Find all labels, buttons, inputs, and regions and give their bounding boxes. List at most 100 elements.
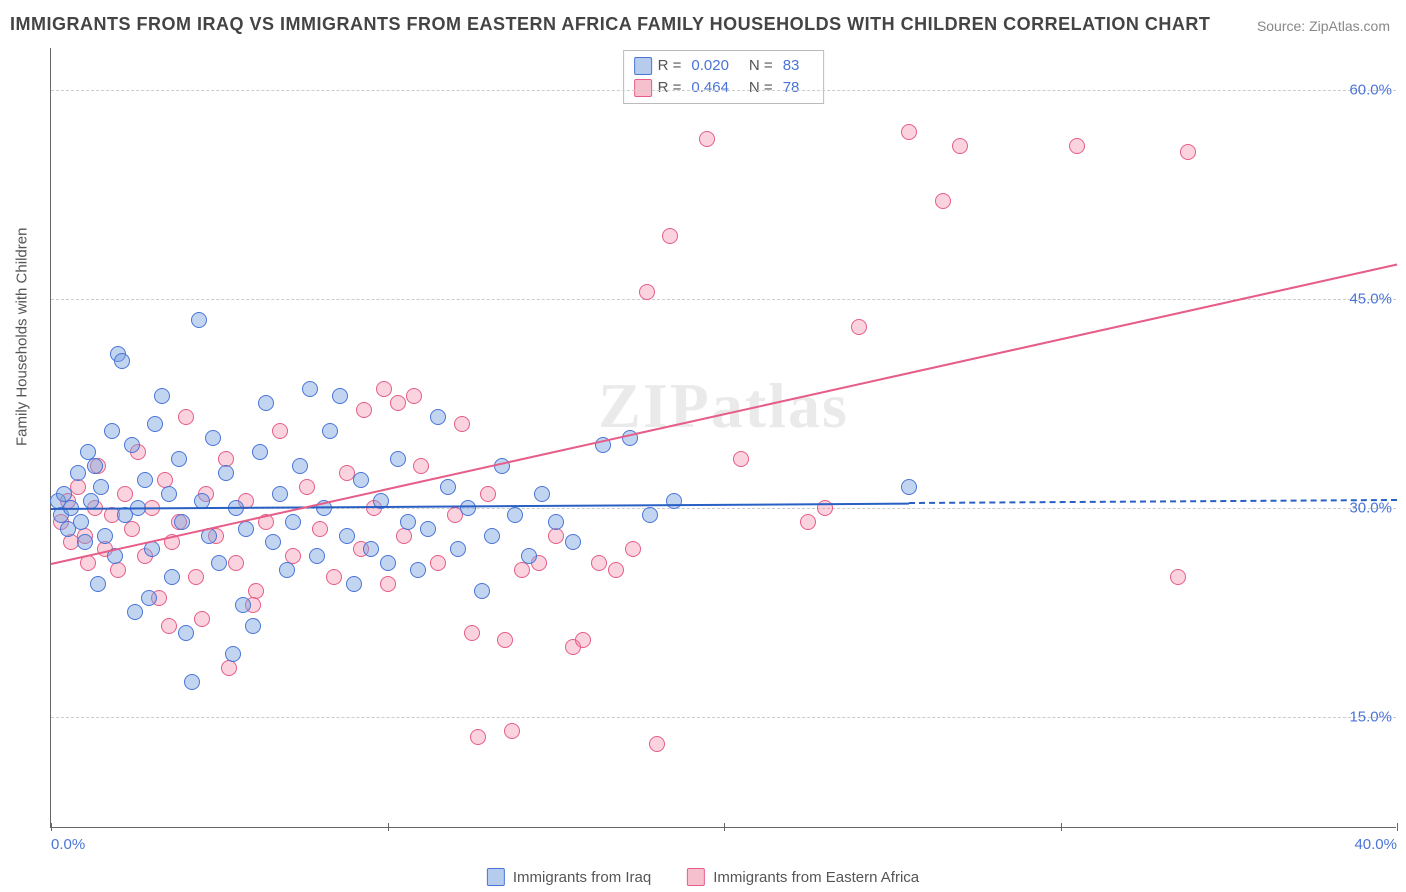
data-point	[642, 507, 658, 523]
data-point	[235, 597, 251, 613]
data-point	[548, 528, 564, 544]
legend-label: Immigrants from Iraq	[513, 869, 651, 886]
data-point	[504, 723, 520, 739]
x-tick-label: 0.0%	[51, 836, 85, 853]
data-point	[380, 555, 396, 571]
data-point	[272, 423, 288, 439]
data-point	[534, 486, 550, 502]
data-point	[97, 528, 113, 544]
data-point	[376, 381, 392, 397]
data-point	[935, 193, 951, 209]
data-point	[272, 486, 288, 502]
data-point	[400, 514, 416, 530]
data-point	[127, 604, 143, 620]
data-point	[514, 562, 530, 578]
r-label: R =	[658, 77, 682, 99]
r-label: R =	[658, 55, 682, 77]
data-point	[194, 611, 210, 627]
x-tick	[51, 823, 52, 831]
n-value: 83	[783, 55, 800, 77]
trendline	[909, 499, 1397, 504]
data-point	[521, 548, 537, 564]
legend-label: Immigrants from Eastern Africa	[713, 869, 919, 886]
data-point	[322, 423, 338, 439]
data-point	[292, 458, 308, 474]
data-point	[460, 500, 476, 516]
legend-item-iraq: Immigrants from Iraq	[487, 868, 651, 886]
data-point	[161, 486, 177, 502]
data-point	[147, 416, 163, 432]
data-point	[221, 660, 237, 676]
data-point	[161, 618, 177, 634]
data-point	[356, 402, 372, 418]
data-point	[396, 528, 412, 544]
data-point	[548, 514, 564, 530]
chart-plot-area: ZIPatlas R = 0.020 N = 83 R = 0.464 N = …	[50, 48, 1396, 828]
data-point	[430, 409, 446, 425]
data-point	[1170, 569, 1186, 585]
data-point	[575, 632, 591, 648]
data-point	[110, 562, 126, 578]
data-point	[817, 500, 833, 516]
swatch-iraq	[634, 57, 652, 75]
data-point	[666, 493, 682, 509]
data-point	[440, 479, 456, 495]
n-value: 78	[783, 77, 800, 99]
data-point	[699, 131, 715, 147]
data-point	[390, 395, 406, 411]
data-point	[309, 548, 325, 564]
data-point	[302, 381, 318, 397]
legend-stats: R = 0.020 N = 83 R = 0.464 N = 78	[623, 50, 825, 104]
data-point	[901, 479, 917, 495]
data-point	[406, 388, 422, 404]
gridline	[51, 299, 1396, 300]
legend-series: Immigrants from Iraq Immigrants from Eas…	[487, 868, 919, 886]
y-tick-label: 30.0%	[1349, 499, 1392, 516]
data-point	[228, 555, 244, 571]
data-point	[390, 451, 406, 467]
data-point	[117, 486, 133, 502]
swatch-iraq	[487, 868, 505, 886]
y-tick-label: 60.0%	[1349, 81, 1392, 98]
legend-item-ea: Immigrants from Eastern Africa	[687, 868, 919, 886]
x-tick	[724, 823, 725, 831]
n-label: N =	[749, 55, 773, 77]
legend-stats-row-iraq: R = 0.020 N = 83	[634, 55, 814, 77]
data-point	[245, 618, 261, 634]
data-point	[178, 625, 194, 641]
gridline	[51, 717, 1396, 718]
data-point	[1180, 144, 1196, 160]
data-point	[326, 569, 342, 585]
data-point	[639, 284, 655, 300]
data-point	[497, 632, 513, 648]
swatch-ea	[634, 79, 652, 97]
data-point	[114, 353, 130, 369]
data-point	[625, 541, 641, 557]
data-point	[608, 562, 624, 578]
data-point	[952, 138, 968, 154]
r-value: 0.020	[691, 55, 729, 77]
data-point	[299, 479, 315, 495]
data-point	[141, 590, 157, 606]
data-point	[225, 646, 241, 662]
data-point	[238, 521, 254, 537]
x-tick-label: 40.0%	[1354, 836, 1397, 853]
legend-stats-row-ea: R = 0.464 N = 78	[634, 77, 814, 99]
data-point	[188, 569, 204, 585]
data-point	[363, 541, 379, 557]
data-point	[191, 312, 207, 328]
data-point	[450, 541, 466, 557]
data-point	[484, 528, 500, 544]
data-point	[154, 388, 170, 404]
data-point	[184, 674, 200, 690]
data-point	[252, 444, 268, 460]
data-point	[565, 534, 581, 550]
data-point	[413, 458, 429, 474]
data-point	[93, 479, 109, 495]
y-axis-label: Family Households with Children	[14, 228, 31, 446]
data-point	[137, 472, 153, 488]
data-point	[211, 555, 227, 571]
data-point	[174, 514, 190, 530]
data-point	[171, 451, 187, 467]
data-point	[265, 534, 281, 550]
